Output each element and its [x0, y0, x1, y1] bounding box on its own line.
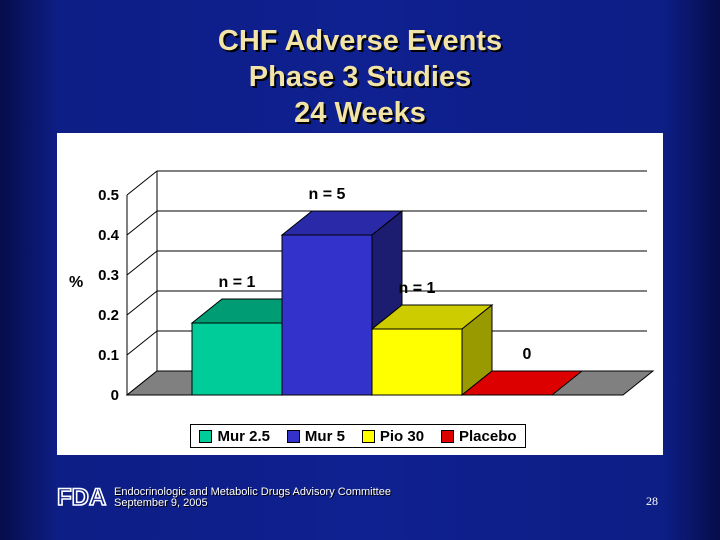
gridline-diagonal-5	[126, 170, 158, 196]
y-axis-label: %	[69, 274, 83, 291]
y-tick-label-4: 0.4	[98, 227, 120, 244]
bar-group-3: 0	[460, 346, 584, 396]
slide-title-line-2: Phase 3 Studies	[248, 61, 472, 93]
gridline-diagonal-2	[126, 290, 158, 316]
y-tick-label-5: 0.5	[98, 187, 119, 204]
slide-title-line-1: CHF Adverse Events	[217, 25, 503, 57]
y-tick-label-1: 0.1	[98, 347, 119, 364]
legend-swatch-0	[199, 429, 213, 443]
data-label-1: n = 5	[309, 186, 346, 203]
bar-group-2: n = 1	[370, 280, 494, 397]
legend-label-1: Mur 5	[304, 427, 345, 445]
page-number: 28	[646, 494, 658, 508]
legend-item-3: Placebo	[441, 428, 517, 445]
bar-flat-3	[460, 370, 584, 396]
data-label-2: n = 1	[399, 280, 436, 297]
y-tick-label-0: 0	[111, 387, 119, 404]
chart-panel: 0 0.1 0.2 0.3 0.4 0.5% n = 1 n = 5 n = 1 0	[57, 133, 663, 455]
bar-front-1	[281, 234, 373, 396]
legend-item-1: Mur 5	[286, 427, 345, 445]
legend-swatch-3	[441, 429, 454, 443]
gridline-diagonal-1	[126, 330, 158, 356]
gridline-diagonal-4	[126, 210, 158, 236]
fda-logo-text: FDA	[57, 484, 106, 509]
data-label-0: n = 1	[219, 274, 256, 291]
legend-item-0: Mur 2.5	[199, 428, 270, 445]
legend-swatch-1	[286, 429, 300, 443]
legend-label-3: Placebo	[459, 427, 517, 445]
fda-logo: FDA	[56, 483, 107, 509]
legend-item-2: Pio 30	[361, 427, 425, 445]
footer-text: Endocrinologic and Metabolic Drugs Advis…	[114, 487, 391, 509]
chart-legend: Mur 2.5 Mur 5 Pio 30 Placebo	[190, 424, 526, 448]
bar-group-1: n = 5	[280, 186, 404, 397]
y-tick-label-3: 0.3	[98, 267, 119, 284]
slide-title-line-3: 24 Weeks	[294, 97, 426, 129]
data-label-3: 0	[523, 346, 532, 363]
bar-front-0	[191, 322, 283, 396]
footer-committee: Endocrinologic and Metabolic Drugs Advis…	[114, 486, 391, 498]
bar-chart: 0 0.1 0.2 0.3 0.4 0.5% n = 1 n = 5 n = 1 0	[69, 170, 655, 404]
legend-label-2: Pio 30	[379, 427, 425, 445]
y-tick-label-2: 0.2	[98, 307, 119, 324]
footer-date: September 9, 2005	[114, 497, 208, 509]
legend-swatch-2	[361, 429, 375, 443]
bar-front-2	[371, 328, 463, 396]
gridline-diagonal-3	[126, 250, 158, 276]
legend-label-0: Mur 2.5	[217, 427, 270, 445]
